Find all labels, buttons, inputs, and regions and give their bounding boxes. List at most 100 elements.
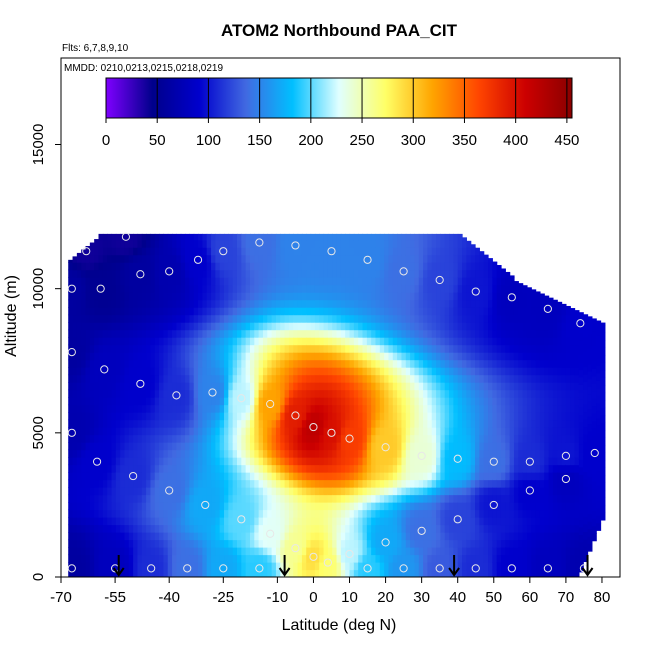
heatmap-cell: [107, 277, 113, 286]
heatmap-cell: [531, 389, 537, 398]
heatmap-cell: [345, 412, 351, 421]
heatmap-cell: [453, 359, 459, 368]
heatmap-cell: [107, 367, 113, 376]
heatmap-cell: [483, 547, 489, 556]
heatmap-cell: [449, 262, 454, 271]
heatmap-cell: [310, 517, 316, 526]
heatmap-cell: [414, 397, 420, 406]
heatmap-cell: [401, 344, 407, 353]
heatmap-cell: [453, 254, 459, 263]
heatmap-cell: [466, 562, 472, 571]
heatmap-cell: [349, 359, 355, 368]
heatmap-cell: [388, 412, 394, 421]
heatmap-cell: [410, 337, 416, 346]
heatmap-cell: [107, 539, 113, 548]
heatmap-cell: [470, 307, 476, 316]
heatmap-cell: [107, 389, 113, 398]
heatmap-cell: [384, 524, 390, 533]
heatmap-cell: [72, 359, 78, 368]
heatmap-cell: [500, 442, 506, 451]
heatmap-cell: [249, 374, 255, 383]
heatmap-cell: [475, 472, 480, 481]
heatmap-cell: [427, 569, 433, 577]
heatmap-cell: [392, 562, 398, 571]
heatmap-cell: [68, 457, 74, 466]
heatmap-cell: [219, 427, 225, 436]
heatmap-cell: [94, 292, 100, 301]
heatmap-cell: [314, 442, 320, 451]
heatmap-cell: [293, 554, 299, 563]
heatmap-cell: [427, 254, 433, 263]
heatmap-cell: [427, 517, 433, 526]
heatmap-cell: [254, 517, 260, 526]
heatmap-cell: [202, 547, 208, 556]
heatmap-cell: [353, 449, 359, 458]
heatmap-cell: [531, 517, 537, 526]
heatmap-cell: [102, 284, 108, 293]
heatmap-cell: [76, 292, 82, 301]
heatmap-cell: [332, 532, 338, 541]
heatmap-cell: [319, 472, 325, 481]
heatmap-cell: [137, 367, 143, 376]
heatmap-cell: [163, 464, 169, 473]
heatmap-cell: [228, 307, 234, 316]
heatmap-cell: [483, 344, 489, 353]
heatmap-cell: [397, 532, 403, 541]
heatmap-cell: [531, 292, 537, 301]
heatmap-cell: [102, 427, 108, 436]
heatmap-cell: [384, 449, 390, 458]
heatmap-cell: [479, 374, 485, 383]
heatmap-cell: [185, 352, 190, 361]
heatmap-cell: [427, 562, 433, 571]
heatmap-cell: [167, 344, 173, 353]
heatmap-cell: [167, 247, 173, 256]
heatmap-cell: [120, 449, 126, 458]
heatmap-cell: [449, 472, 454, 481]
heatmap-cell: [206, 427, 212, 436]
heatmap-cell: [185, 292, 190, 301]
heatmap-cell: [81, 457, 87, 466]
heatmap-cell: [163, 539, 169, 548]
heatmap-cell: [509, 532, 515, 541]
heatmap-cell: [301, 307, 307, 316]
heatmap-cell: [531, 569, 537, 577]
heatmap-cell: [198, 382, 203, 391]
heatmap-cell: [258, 562, 264, 571]
heatmap-cell: [202, 554, 208, 563]
heatmap-cell: [522, 502, 528, 511]
heatmap-cell: [505, 479, 511, 488]
heatmap-cell: [198, 539, 203, 548]
heatmap-cell: [211, 487, 216, 496]
heatmap-cell: [345, 494, 351, 503]
heatmap-cell: [314, 479, 320, 488]
heatmap-cell: [457, 262, 463, 271]
heatmap-cell: [323, 254, 329, 263]
heatmap-cell: [262, 412, 268, 421]
heatmap-cell: [375, 554, 381, 563]
heatmap-cell: [436, 517, 442, 526]
heatmap-cell: [440, 427, 446, 436]
heatmap-cell: [323, 329, 329, 338]
heatmap-cell: [366, 314, 372, 323]
heatmap-cell: [146, 337, 152, 346]
heatmap-cell: [107, 554, 113, 563]
heatmap-cell: [453, 532, 459, 541]
heatmap-cell: [384, 337, 390, 346]
heatmap-cell: [228, 487, 234, 496]
heatmap-cell: [85, 412, 91, 421]
heatmap-cell: [297, 569, 303, 577]
heatmap-cell: [327, 457, 333, 466]
heatmap-cell: [224, 382, 229, 391]
heatmap-cell: [539, 472, 545, 481]
heatmap-cell: [509, 292, 515, 301]
heatmap-cell: [423, 269, 429, 278]
heatmap-cell: [336, 509, 342, 518]
heatmap-cell: [76, 389, 82, 398]
heatmap-cell: [500, 509, 506, 518]
heatmap-cell: [163, 517, 169, 526]
heatmap-cell: [262, 382, 268, 391]
heatmap-cell: [405, 532, 411, 541]
heatmap-cell: [224, 472, 229, 481]
heatmap-cell: [249, 464, 255, 473]
heatmap-cell: [371, 472, 377, 481]
